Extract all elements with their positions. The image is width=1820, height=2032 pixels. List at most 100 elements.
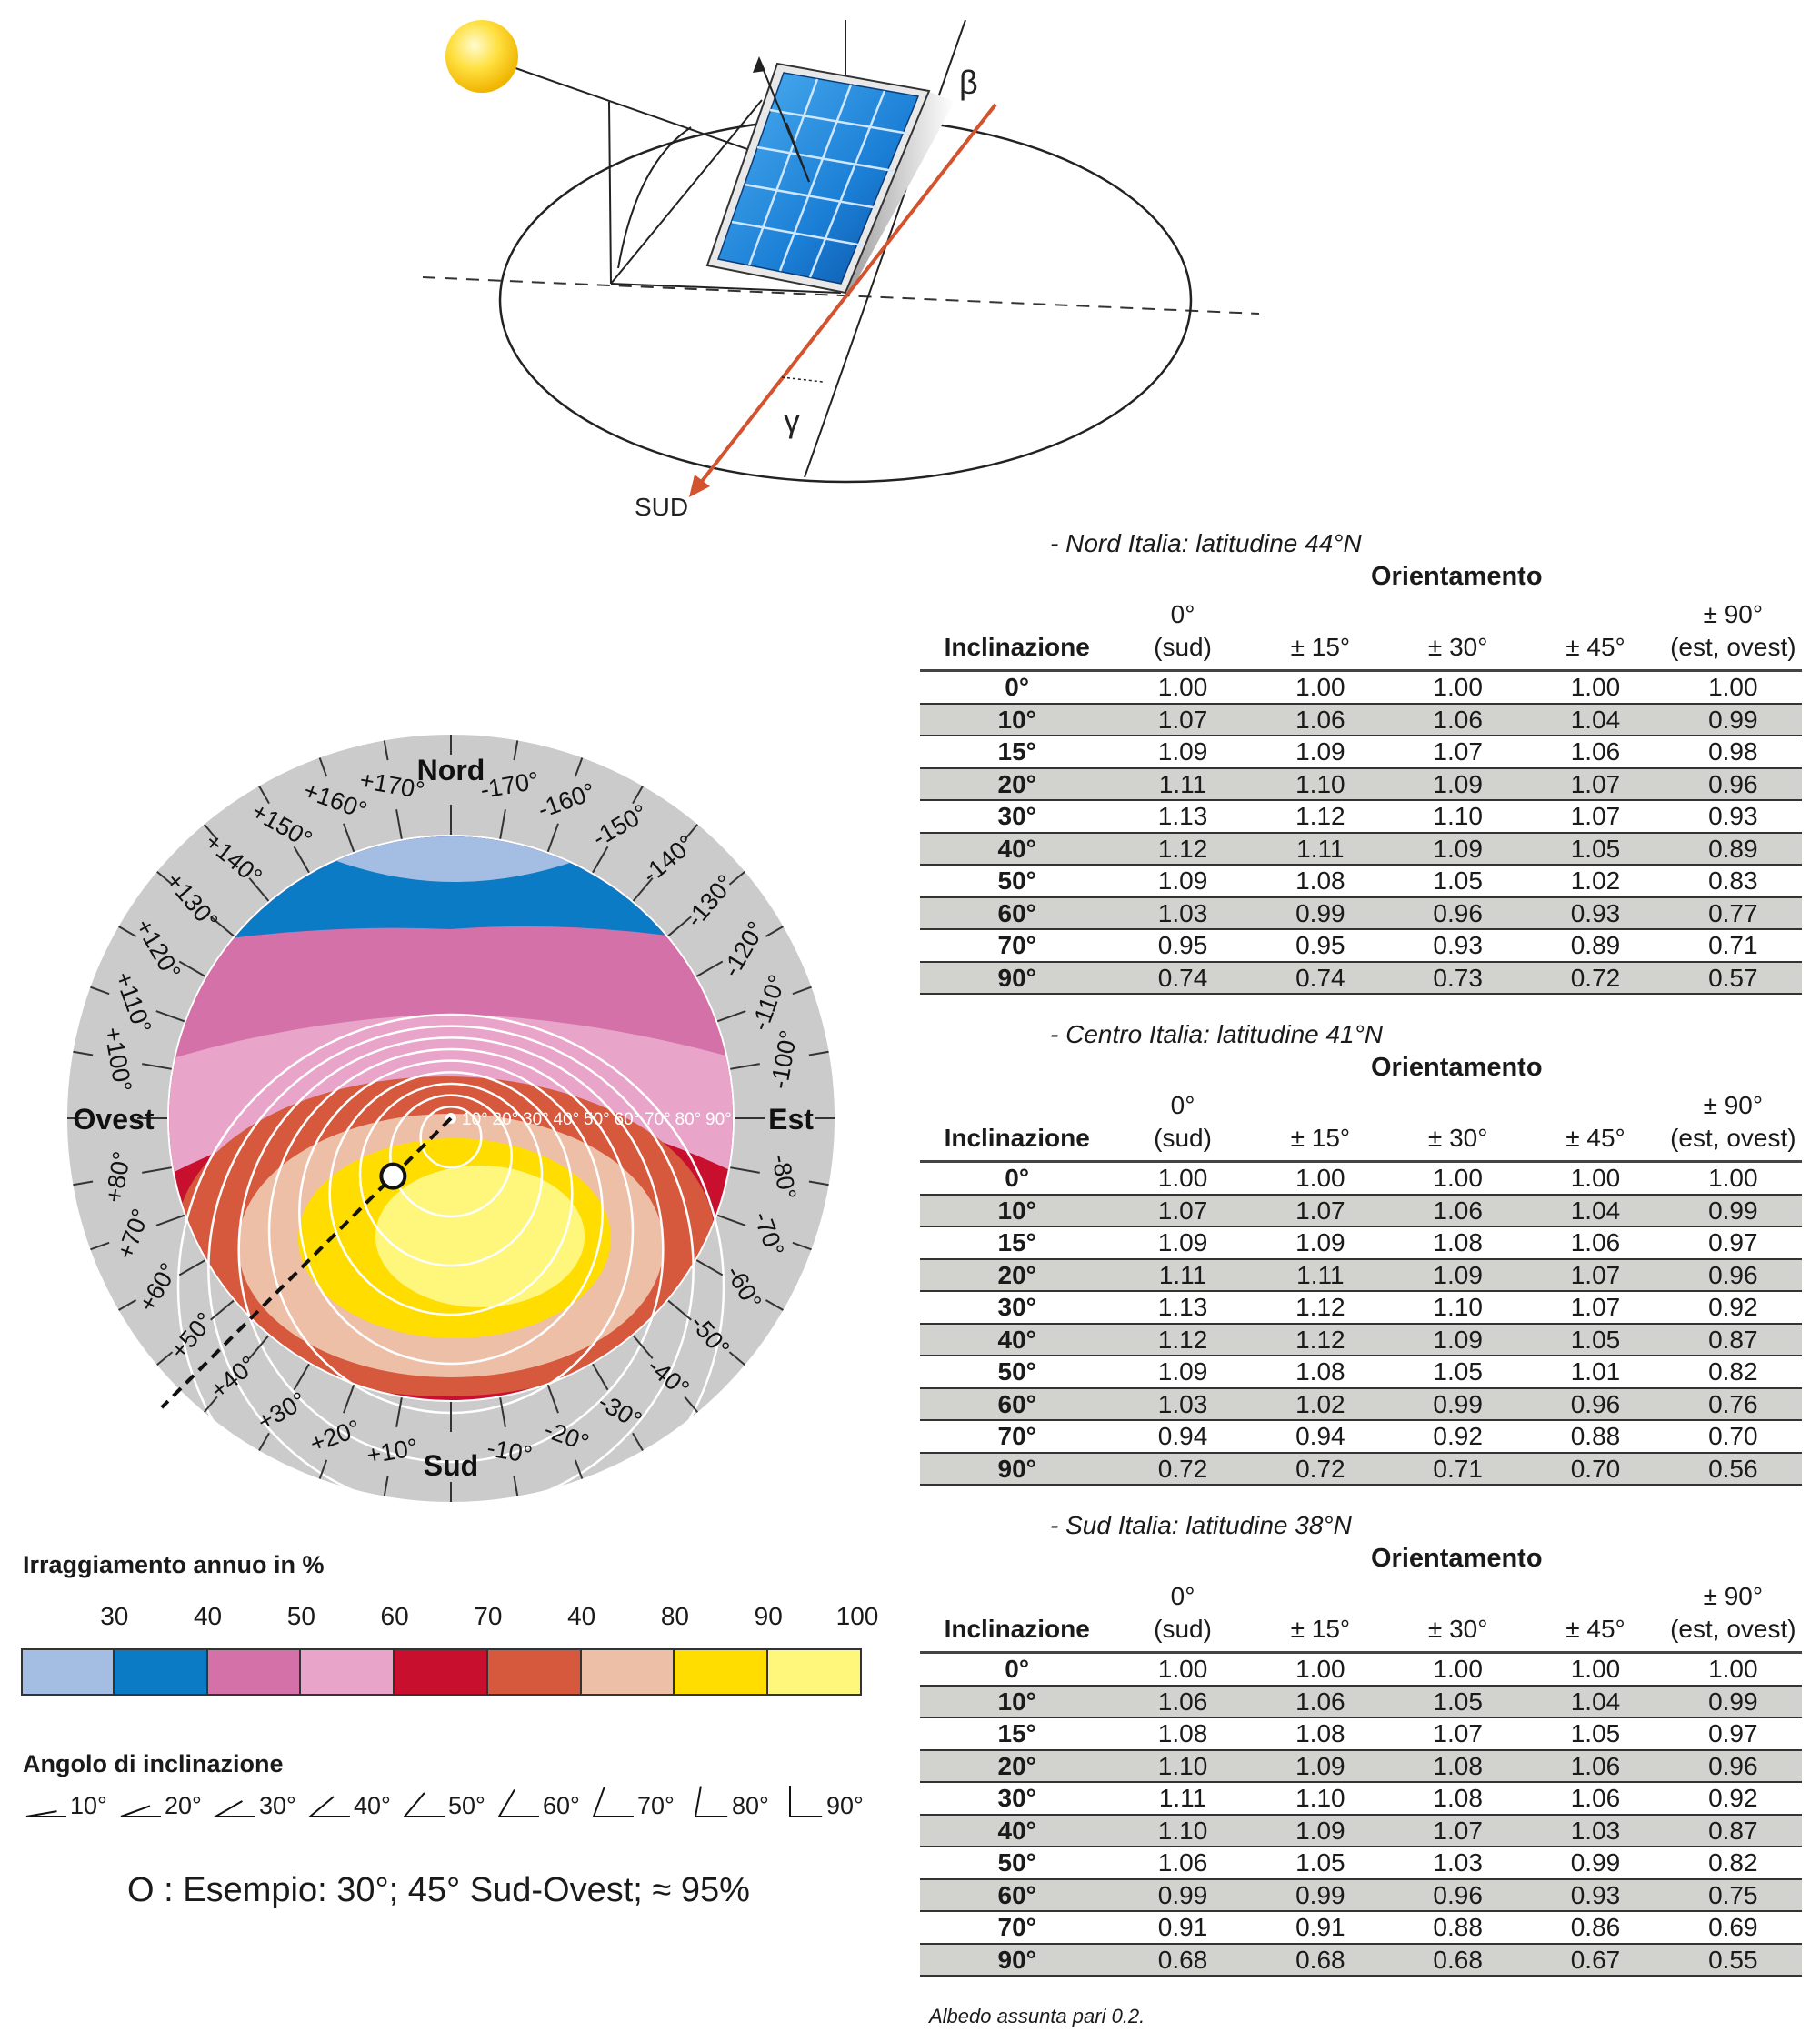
factor-cell: 1.09	[1433, 1325, 1483, 1354]
factor-cell: 1.00	[1708, 1655, 1758, 1684]
table-row: 90° 0.72 0.72 0.71 0.70 0.56	[920, 1452, 1802, 1485]
azimuth-tick	[118, 1299, 137, 1311]
tilt-ring-label: 60°	[615, 1110, 641, 1129]
factor-cell: 1.07	[1570, 1260, 1621, 1289]
inclination-cell: 15°	[997, 1228, 1036, 1257]
azimuth-tick	[383, 740, 389, 761]
factor-cell: 1.00	[1295, 1164, 1345, 1193]
inclination-cell: 30°	[997, 1784, 1036, 1813]
factor-cell: 0.96	[1708, 769, 1758, 798]
factor-cell: 0.99	[1570, 1848, 1621, 1877]
factor-cell: 0.83	[1708, 866, 1758, 896]
factor-cell: 1.07	[1570, 769, 1621, 798]
tilt-ring-label: 90°	[705, 1110, 732, 1129]
azimuth-tick	[499, 809, 506, 839]
tilt-angle-item: 80°	[686, 1784, 769, 1820]
factor-cell: 1.00	[1295, 1655, 1345, 1684]
tilt-ring	[298, 1059, 604, 1366]
orientation-header: ± 45°	[1565, 1124, 1625, 1152]
factor-cell: 1.12	[1295, 802, 1345, 831]
table-title: - Sud Italia: latitudine 38°N	[1050, 1511, 1352, 1539]
table-row: 0° 1.00 1.00 1.00 1.00 1.00	[920, 1161, 1802, 1195]
factor-cell: 1.12	[1295, 1325, 1345, 1354]
scale-swatch	[675, 1648, 769, 1696]
orientation-header: 0° (sud)	[1154, 1091, 1212, 1152]
factor-cell: 0.68	[1157, 1945, 1208, 1974]
factor-cell: 0.94	[1295, 1422, 1345, 1451]
factor-cell: 0.99	[1295, 1880, 1345, 1909]
factor-cell: 0.97	[1708, 1719, 1758, 1748]
south-label: Sud	[424, 1449, 478, 1482]
inclination-cell: 30°	[997, 802, 1036, 831]
factor-cell: 1.02	[1295, 1389, 1345, 1418]
scale-value: 40	[193, 1602, 223, 1630]
factor-cell: 1.08	[1295, 866, 1345, 896]
factor-cell: 1.07	[1433, 1719, 1483, 1748]
factor-cell: 1.00	[1570, 1164, 1621, 1193]
gamma-label: γ	[784, 402, 800, 439]
irradiation-zones	[169, 836, 733, 1400]
scale-swatch	[581, 1648, 675, 1696]
azimuth-tick	[395, 809, 403, 839]
correction-factor-table: Inclinazione 0° (sud) ± 15° ± 30° ± 45° ± 9…	[920, 1580, 1802, 1977]
table-row: 20° 1.11 1.11 1.09 1.07 0.96	[920, 1258, 1802, 1291]
inclination-cell: 30°	[997, 1293, 1036, 1322]
factor-cell: 1.07	[1570, 1293, 1621, 1322]
solar-panel	[705, 62, 931, 295]
factor-cell: 1.00	[1570, 673, 1621, 702]
inclination-cell: 70°	[997, 1913, 1036, 1942]
factor-cell: 1.03	[1157, 898, 1208, 927]
scale-value: 100	[835, 1602, 879, 1630]
tilt-angle-label: 30°	[259, 1792, 296, 1819]
factor-cell: 0.91	[1295, 1913, 1345, 1942]
tilt-angle-icon	[789, 1786, 823, 1817]
tilt-angle-icon	[212, 1800, 255, 1817]
table-row: 70° 0.91 0.91 0.88 0.86 0.69	[920, 1911, 1802, 1944]
azimuth-tick	[513, 1476, 519, 1496]
factor-cell: 1.05	[1433, 1687, 1483, 1716]
table-row: 70° 0.95 0.95 0.93 0.89 0.71	[920, 929, 1802, 962]
azimuth-tick	[90, 986, 110, 996]
azimuth-tick	[343, 1384, 355, 1414]
azimuth-tick	[118, 926, 137, 937]
factor-cell: 1.10	[1157, 1751, 1208, 1780]
factor-cell: 0.92	[1708, 1784, 1758, 1813]
azimuth-tick	[684, 824, 699, 841]
orientation-header: ± 15°	[1290, 1615, 1351, 1643]
azimuth-tick	[728, 870, 745, 886]
factor-cell: 1.03	[1433, 1848, 1483, 1877]
factor-cell: 1.11	[1296, 834, 1345, 863]
azimuth-tick	[808, 1180, 829, 1186]
inclination-header: Inclinazione	[944, 1124, 1090, 1152]
scale-swatch	[395, 1648, 488, 1696]
orientation-header: ± 30°	[1427, 1124, 1488, 1152]
factor-cell: 1.11	[1296, 1260, 1345, 1289]
factor-cell: 0.74	[1157, 963, 1208, 992]
orientation-header: ± 30°	[1427, 633, 1488, 661]
factor-cell: 0.96	[1433, 898, 1483, 927]
factor-cell: 0.99	[1295, 898, 1345, 927]
factor-cell: 1.08	[1433, 1228, 1483, 1257]
table-row: 90° 0.74 0.74 0.73 0.72 0.57	[920, 961, 1802, 994]
azimuth-tick	[574, 1459, 584, 1479]
orientation-header: ± 45°	[1565, 1615, 1625, 1643]
scale-value: 80	[660, 1602, 690, 1630]
table-row: 50° 1.06 1.05 1.03 0.99 0.82	[920, 1847, 1802, 1879]
table-row: 60° 1.03 1.02 0.99 0.96 0.76	[920, 1387, 1802, 1420]
tilt-angle-label: 60°	[543, 1792, 580, 1819]
factor-cell: 1.13	[1157, 1293, 1208, 1322]
factor-cell: 1.06	[1433, 705, 1483, 734]
factor-cell: 0.87	[1708, 1816, 1758, 1845]
factor-cell: 0.95	[1157, 931, 1208, 960]
scale-value: 90	[754, 1602, 783, 1630]
factor-cell: 0.96	[1570, 1389, 1621, 1418]
factor-cell: 0.72	[1570, 963, 1621, 992]
tilt-angle-item: 70°	[592, 1784, 675, 1820]
correction-factor-table: Inclinazione 0° (sud) ± 15° ± 30° ± 45° ± 9…	[920, 598, 1802, 995]
factor-cell: 1.02	[1570, 866, 1621, 896]
inclination-cell: 40°	[997, 834, 1036, 863]
table-title: - Nord Italia: latitudine 44°N	[1050, 529, 1362, 557]
table-row: 10° 1.07 1.06 1.06 1.04 0.99	[920, 703, 1802, 736]
factor-cell: 1.00	[1570, 1655, 1621, 1684]
inclination-cell: 50°	[997, 1357, 1036, 1386]
